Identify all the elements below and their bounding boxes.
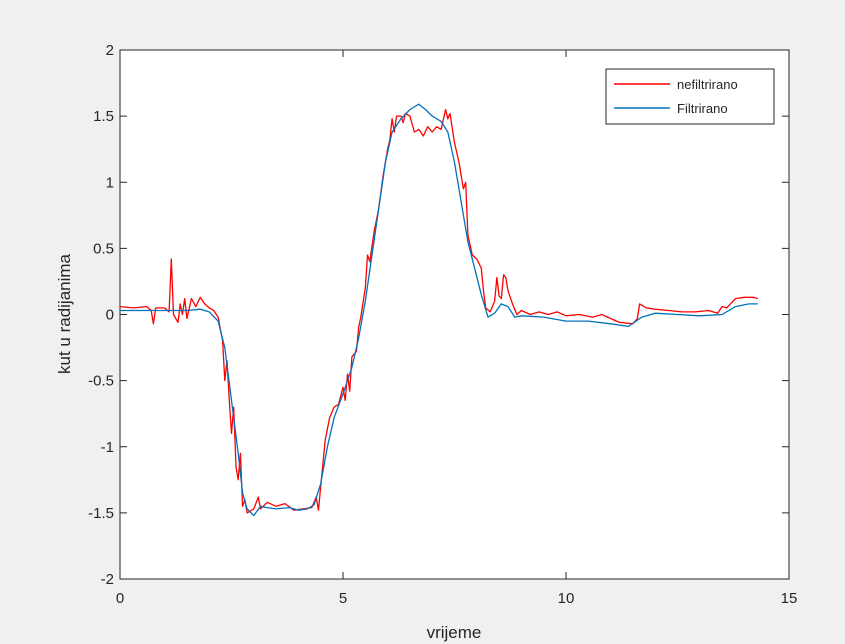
- x-tick-label: 0: [116, 590, 124, 607]
- y-tick-label: 0: [106, 307, 114, 324]
- y-tick-label: 2: [106, 42, 114, 59]
- y-tick-label: -1: [101, 439, 114, 456]
- x-tick-label: 10: [558, 590, 575, 607]
- axes: 0 5 10 15 -2 -1.5 -1 -0.5 0 0.5 1 1.5 2: [88, 42, 797, 607]
- y-tick-label: 1.5: [93, 108, 114, 125]
- y-axis-label: kut u radijanima: [55, 253, 74, 374]
- x-axis-label: vrijeme: [427, 623, 482, 642]
- x-tick-label: 15: [781, 590, 798, 607]
- y-tick-label: 0.5: [93, 240, 114, 257]
- y-tick-label: -2: [101, 571, 114, 588]
- series-group: [119, 103, 758, 517]
- legend-label-nefiltrirano: nefiltrirano: [677, 77, 738, 92]
- legend-box: [605, 68, 775, 125]
- x-tick-label: 5: [339, 590, 347, 607]
- y-tick-label: -1.5: [88, 505, 114, 522]
- y-tick-label: -0.5: [88, 373, 114, 390]
- y-tick-label: 1: [106, 174, 114, 191]
- legend-label-filtrirano: Filtrirano: [677, 101, 728, 116]
- legend: nefiltrirano Filtrirano: [605, 68, 775, 125]
- series-line-filtrirano: [120, 103, 758, 517]
